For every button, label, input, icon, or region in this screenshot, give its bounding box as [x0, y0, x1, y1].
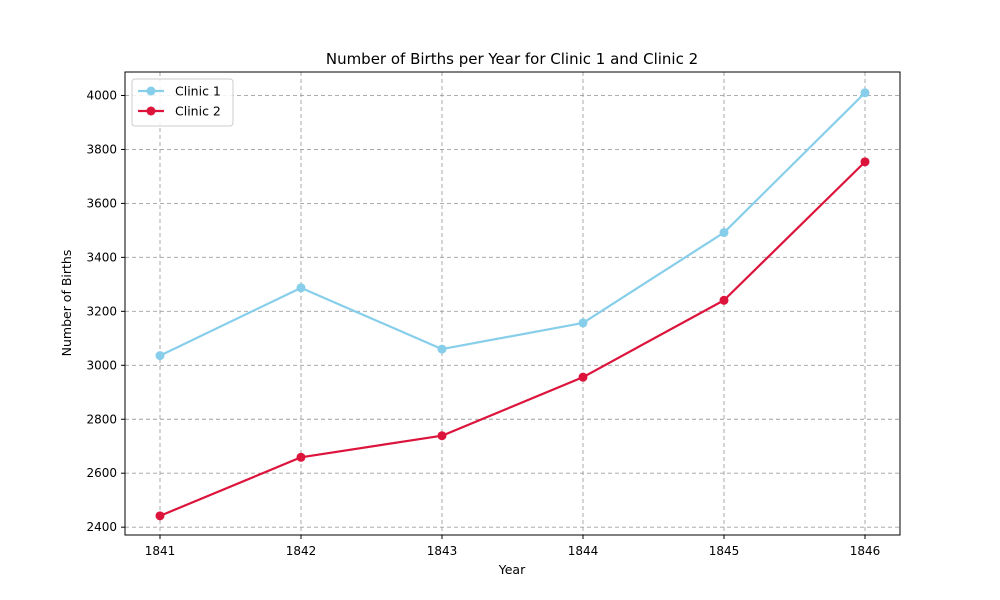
data-point [296, 452, 306, 462]
y-tick-label: 3200 [86, 304, 117, 318]
data-point [860, 88, 870, 98]
data-point [578, 318, 588, 328]
x-tick-label: 1846 [850, 544, 881, 558]
series-layer [155, 88, 870, 521]
legend-label: Clinic 2 [175, 104, 221, 119]
chart-title: Number of Births per Year for Clinic 1 a… [326, 50, 698, 68]
legend-item: Clinic 1 [138, 84, 221, 99]
series-1 [155, 88, 870, 361]
y-tick-label: 4000 [86, 88, 117, 102]
x-axis: 1841 1842 1843 1844 1845 1846 [145, 535, 881, 558]
data-point [155, 351, 165, 361]
data-point [437, 344, 447, 354]
series-line [159, 91, 866, 357]
legend-label: Clinic 1 [175, 84, 221, 99]
plot-frame [124, 71, 901, 536]
x-axis-label: Year [498, 562, 526, 577]
data-point [296, 283, 306, 293]
x-tick-label: 1841 [145, 544, 176, 558]
data-point [437, 431, 447, 441]
data-point [719, 228, 729, 238]
y-tick-label: 2400 [86, 520, 117, 534]
y-tick-label: 3000 [86, 358, 117, 372]
series-2 [155, 157, 870, 521]
x-tick-label: 1843 [427, 544, 458, 558]
y-tick-label: 3400 [86, 250, 117, 264]
y-axis-label: Number of Births [59, 250, 74, 357]
data-point [719, 295, 729, 305]
y-tick-label: 2600 [86, 466, 117, 480]
x-tick-label: 1842 [286, 544, 317, 558]
data-point [860, 157, 870, 167]
legend-marker [146, 86, 156, 96]
y-tick-label: 3800 [86, 142, 117, 156]
data-point [578, 372, 588, 382]
y-tick-label: 3600 [86, 196, 117, 210]
legend-item: Clinic 2 [138, 104, 221, 119]
legend: Clinic 1 Clinic 2 [131, 78, 234, 127]
legend-marker [146, 106, 156, 116]
x-tick-label: 1844 [568, 544, 599, 558]
y-axis: 2400 2600 2800 3000 3200 3400 3600 3800 4000 [86, 88, 125, 534]
y-tick-label: 2800 [86, 412, 117, 426]
x-tick-label: 1845 [709, 544, 740, 558]
grid [125, 72, 900, 535]
data-point [155, 511, 165, 521]
series-line [159, 161, 866, 517]
